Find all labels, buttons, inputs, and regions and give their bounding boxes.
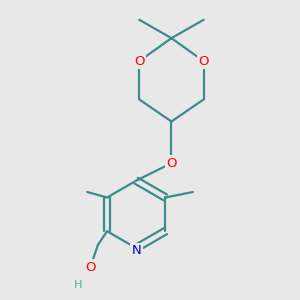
Text: O: O [85, 261, 95, 274]
Text: O: O [198, 55, 209, 68]
Text: O: O [166, 157, 177, 170]
Text: H: H [74, 280, 82, 290]
Text: N: N [131, 244, 141, 257]
Text: O: O [134, 55, 145, 68]
